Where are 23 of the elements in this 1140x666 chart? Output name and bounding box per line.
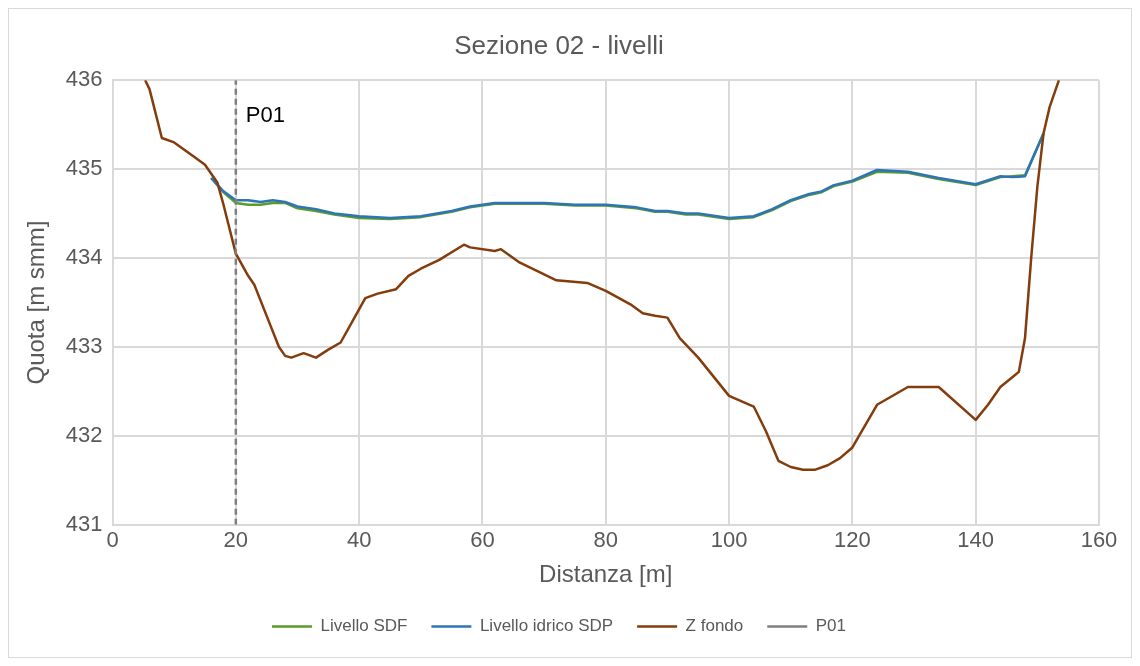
legend-label: Livello SDF bbox=[320, 616, 408, 636]
x-tick-label: 60 bbox=[470, 527, 495, 553]
y-tick-label: 436 bbox=[65, 66, 103, 92]
x-tick-label: 0 bbox=[106, 527, 119, 553]
x-tick-label: 160 bbox=[1080, 527, 1118, 553]
x-tick-label: 140 bbox=[957, 527, 995, 553]
y-tick-label: 432 bbox=[65, 421, 103, 447]
y-tick-label: 435 bbox=[65, 155, 103, 181]
y-axis-title: Quota [m smm] bbox=[22, 220, 50, 385]
x-tick-label: 100 bbox=[710, 527, 748, 553]
x-axis-title: Distanza [m] bbox=[539, 560, 673, 588]
y-tick-label: 434 bbox=[65, 244, 103, 270]
legend-label: P01 bbox=[815, 616, 847, 636]
chart-title: Sezione 02 - livelli bbox=[454, 29, 664, 60]
x-tick-label: 120 bbox=[834, 527, 871, 553]
x-tick-label: 20 bbox=[223, 527, 249, 553]
y-tick-label: 433 bbox=[65, 333, 103, 359]
x-tick-label: 40 bbox=[346, 527, 372, 553]
y-tick-label: 431 bbox=[65, 510, 103, 536]
annotation: P01 bbox=[245, 101, 285, 127]
x-tick-label: 80 bbox=[593, 527, 618, 553]
legend-label: Livello idrico SDP bbox=[479, 616, 614, 636]
legend-label: Z fondo bbox=[685, 616, 744, 636]
